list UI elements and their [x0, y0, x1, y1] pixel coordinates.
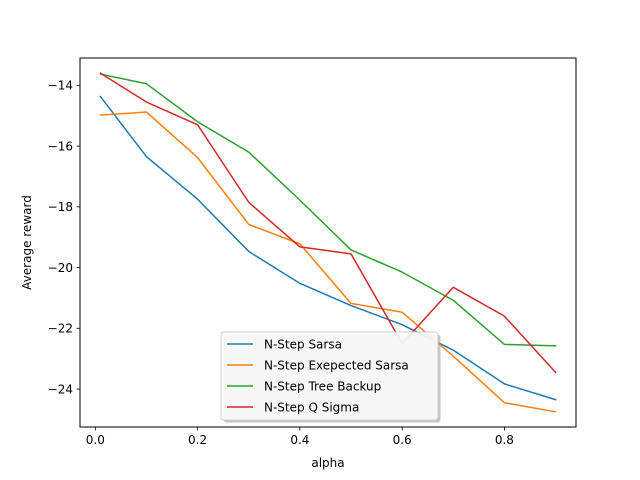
series-line-4 — [99, 72, 557, 374]
legend-label-1: N-Step Sarsa — [264, 338, 342, 352]
y-tick-label: −18 — [48, 200, 73, 214]
y-tick-label: −20 — [48, 261, 73, 275]
x-tick-label: 0.8 — [495, 433, 514, 447]
series-layer — [99, 72, 557, 413]
series-line-2 — [99, 111, 557, 413]
x-axis-ticks: 0.0 0.2 0.4 0.6 0.8 — [86, 427, 514, 447]
x-tick-label: 0.4 — [290, 433, 309, 447]
x-axis-label: alpha — [311, 456, 344, 470]
legend-label-4: N-Step Q Sigma — [264, 401, 359, 415]
legend-label-3: N-Step Tree Backup — [264, 380, 381, 394]
series-line-1 — [99, 95, 557, 401]
series-line-3 — [99, 73, 557, 347]
y-tick-label: −22 — [48, 322, 73, 336]
legend: N-Step Sarsa N-Step Exepected Sarsa N-Step… — [220, 331, 441, 423]
y-tick-label: −14 — [48, 79, 73, 93]
legend-label-2: N-Step Exepected Sarsa — [264, 359, 409, 373]
y-axis-label: Average reward — [20, 195, 34, 290]
y-tick-label: −24 — [48, 382, 73, 396]
x-tick-label: 0.2 — [188, 433, 207, 447]
x-tick-label: 0.0 — [86, 433, 105, 447]
y-tick-label: −16 — [48, 139, 73, 153]
plot-frame — [79, 57, 577, 428]
x-tick-label: 0.6 — [393, 433, 412, 447]
legend-box — [220, 331, 439, 421]
y-axis-ticks: −14 −16 −18 −20 −22 −24 — [48, 79, 80, 396]
